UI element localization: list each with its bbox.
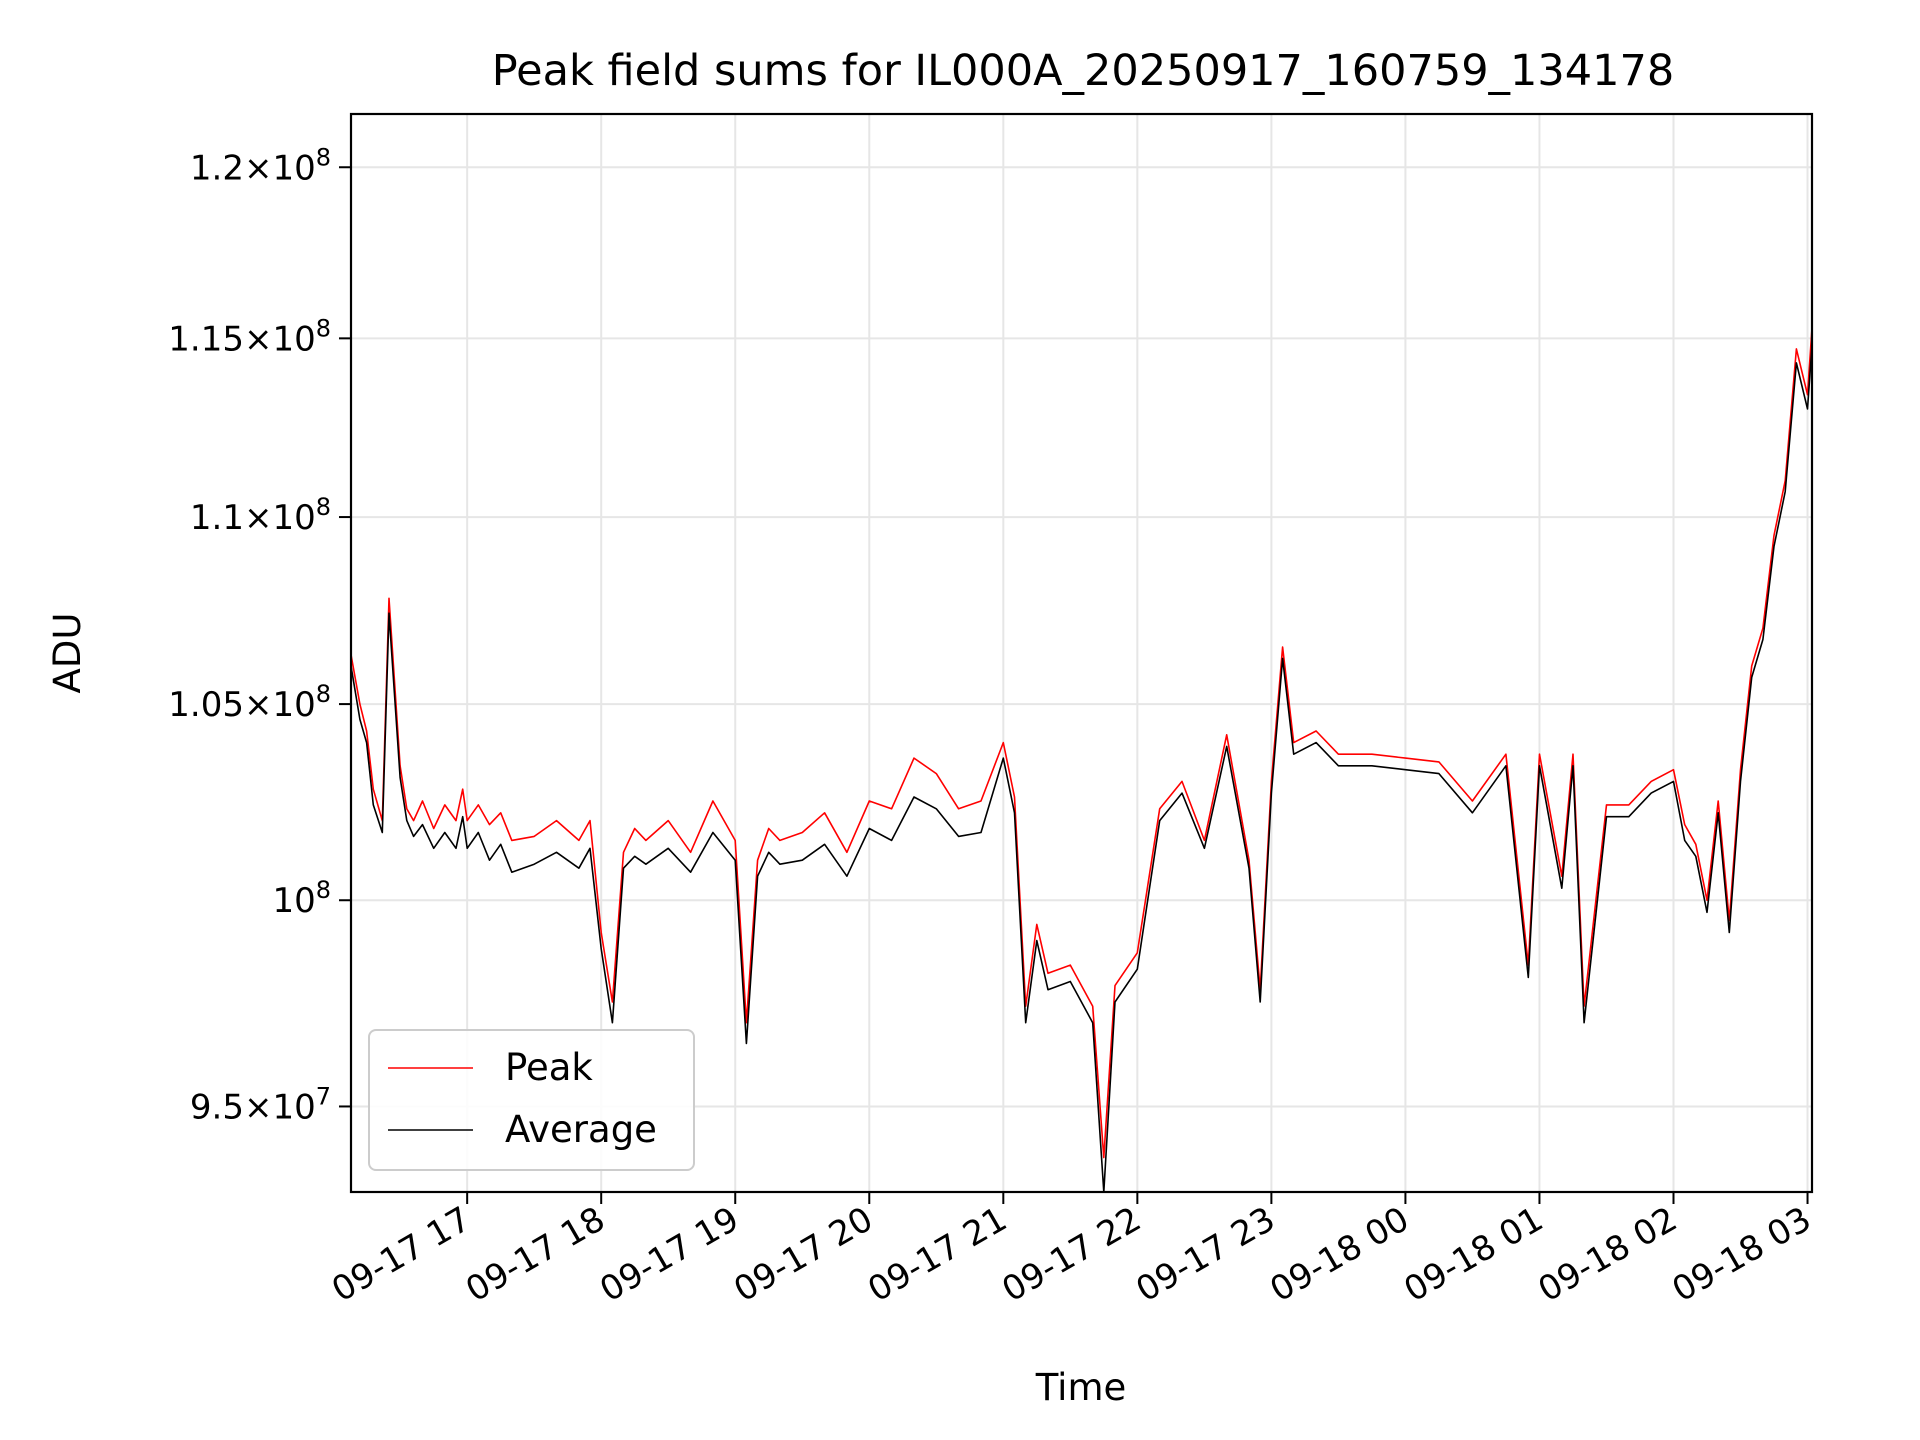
y-axis-label: ADU (46, 613, 89, 694)
y-tick-label: 1.05×108 (168, 680, 331, 725)
y-axis: 9.5×107 108 1.05×108 1.1×108 1.15×108 1.2×108 (168, 143, 351, 1127)
legend-label-peak: Peak (505, 1046, 593, 1089)
series-lines (350, 327, 1813, 1193)
series-line-average (350, 345, 1813, 1193)
legend-box (368, 1029, 695, 1171)
y-tick-label: 108 (272, 876, 331, 921)
legend-label-average: Average (505, 1108, 657, 1151)
legend: Peak Average (368, 1029, 695, 1171)
y-tick-label: 1.1×108 (190, 493, 331, 538)
y-tick-label: 1.15×108 (168, 314, 331, 359)
grid-lines (351, 114, 1812, 1192)
plot-area-frame (349, 112, 1814, 1194)
series-line-peak (350, 327, 1813, 1159)
y-tick-label: 9.5×107 (190, 1082, 331, 1127)
y-tick-label: 1.2×108 (190, 143, 331, 188)
x-axis-label: Time (1035, 1366, 1127, 1409)
chart-title: Peak field sums for IL000A_20250917_1607… (492, 46, 1674, 96)
